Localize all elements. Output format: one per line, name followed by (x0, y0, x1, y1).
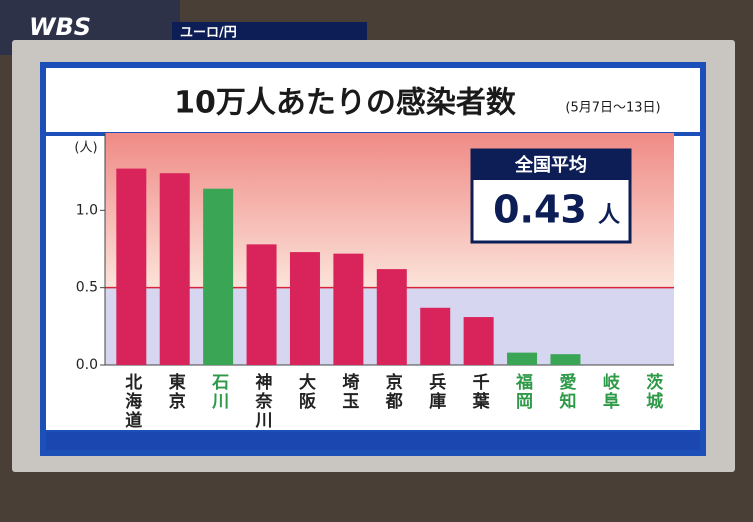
y-axis-label: (人) (74, 141, 97, 156)
y-tick-label: 1.0 (76, 202, 98, 218)
y-tick-label: 0.0 (76, 357, 98, 373)
title-band (46, 68, 700, 132)
average-unit: 人 (598, 203, 620, 228)
x-tick-label: 兵庫 (425, 372, 446, 411)
ticker-pair: ユーロ/円 (180, 26, 237, 41)
chart-title: 10万人あたりの感染者数 (174, 86, 517, 121)
average-header (472, 150, 630, 180)
x-tick-label: 福岡 (512, 372, 534, 411)
chart-subtitle: (5月7日〜13日) (565, 101, 660, 116)
average-value: 0.43 (493, 188, 587, 232)
x-tick-label: 茨城 (642, 372, 663, 411)
bar (550, 354, 581, 365)
average-label: 全国平均 (514, 154, 587, 176)
bar (289, 252, 320, 365)
bar (203, 188, 234, 365)
logo: WBS (29, 13, 91, 41)
x-tick-label: 千葉 (469, 373, 491, 411)
bar (246, 244, 277, 365)
x-tick-label: 石川 (208, 373, 230, 411)
x-tick-label: 埼玉 (338, 372, 359, 411)
x-tick-label: 神奈川 (252, 372, 274, 430)
bar (376, 269, 407, 365)
bar (333, 253, 364, 365)
bottom-stripe (46, 432, 700, 450)
x-tick-label: 大阪 (295, 372, 316, 411)
bar (116, 168, 147, 365)
bar (420, 307, 451, 365)
bar (507, 352, 538, 365)
y-tick-label: 0.5 (76, 280, 98, 296)
x-tick-label: 北海道 (121, 373, 142, 430)
x-tick-label: 京都 (382, 372, 404, 411)
bar (463, 317, 494, 365)
bar (159, 173, 190, 365)
x-tick-label: 愛知 (555, 372, 577, 411)
x-tick-label: 岐阜 (599, 372, 620, 411)
x-tick-label: 東京 (165, 372, 186, 411)
